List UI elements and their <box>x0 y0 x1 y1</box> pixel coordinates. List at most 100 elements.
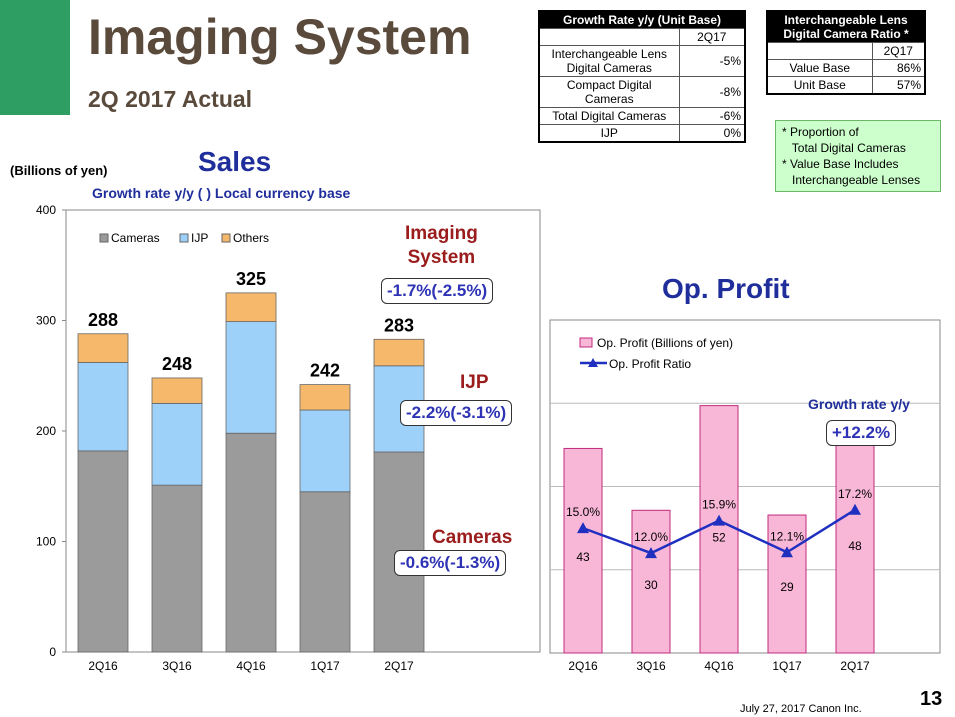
legend-label: Cameras <box>111 231 160 245</box>
page-number: 13 <box>920 688 943 710</box>
legend-swatch <box>221 233 231 243</box>
op-profit-title: Op. Profit <box>662 273 790 304</box>
bar-total-label: 325 <box>236 269 266 289</box>
x-tick-label: 2Q17 <box>840 659 870 673</box>
bar-segment-cameras <box>77 450 129 653</box>
op-profit-bar <box>767 514 807 654</box>
op-profit-value-label: 29 <box>780 580 794 594</box>
growth-row-label: Interchangeable Lens Digital Cameras <box>538 45 680 77</box>
bar-segment-ijp <box>77 362 129 452</box>
ijp-label: IJP <box>460 372 489 393</box>
legend-label: IJP <box>191 231 208 245</box>
note-line: * Proportion of <box>782 125 859 139</box>
growth-row-value: -5% <box>678 45 746 77</box>
growth-row-value: 0% <box>678 124 746 143</box>
growth-table-period: 2Q17 <box>678 28 746 46</box>
op-profit-bar <box>699 405 739 654</box>
bar-segment-others <box>373 338 425 367</box>
footer-date: July 27, 2017 Canon Inc. <box>740 703 862 715</box>
cameras-label: Cameras <box>432 527 513 548</box>
growth-row-label: Compact Digital Cameras <box>538 76 680 108</box>
bar-segment-ijp <box>299 409 351 493</box>
ijp-growth-callout: -2.2%(-3.1%) <box>400 400 513 426</box>
growth-row-label: IJP <box>538 124 680 143</box>
x-tick-label: 1Q17 <box>310 659 340 673</box>
lens-ratio-table: Interchangeable Lens Digital Camera Ratio… <box>766 10 926 95</box>
op-profit-ratio-label: 12.1% <box>770 529 804 543</box>
footnote-box: * Proportion of Total Digital Cameras * … <box>775 120 941 192</box>
page-subtitle: 2Q 2017 Actual <box>88 86 253 112</box>
bar-segment-others <box>77 333 129 363</box>
op-profit-value-label: 48 <box>848 539 862 553</box>
op-profit-ratio-marker <box>849 503 861 515</box>
legend-marker <box>588 358 598 367</box>
op-profit-ratio-marker <box>645 547 657 559</box>
op-profit-value-label: 52 <box>712 531 726 545</box>
op-profit-bar <box>835 424 875 654</box>
legend-swatch <box>179 233 189 243</box>
x-tick-label: 2Q16 <box>568 659 598 673</box>
imaging-growth-callout: -1.7%(-2.5%) <box>381 278 494 304</box>
cameras-growth-callout: -0.6%(-1.3%) <box>394 550 507 576</box>
bar-total-label: 288 <box>88 310 118 330</box>
ratio-table-title: Interchangeable Lens Digital Camera Ratio… <box>766 10 926 43</box>
x-tick-label: 2Q17 <box>384 659 414 673</box>
profit-growth-label: Growth rate y/y <box>808 396 910 412</box>
op-profit-ratio-label: 15.0% <box>566 505 600 519</box>
bar-segment-others <box>225 292 277 323</box>
y-tick-label: 100 <box>36 535 56 549</box>
op-profit-ratio-marker <box>577 522 589 534</box>
growth-rate-table: Growth Rate y/y (Unit Base) 2Q17 Interch… <box>538 10 746 143</box>
x-tick-label: 3Q16 <box>636 659 666 673</box>
growth-row-label: Total Digital Cameras <box>538 107 680 125</box>
growth-row-value: -6% <box>678 107 746 125</box>
ratio-table-blank <box>766 42 873 60</box>
sales-chart: 0 100 200 300 400 288 2Q16 248 3Q16 325 4Q16 242 1Q1… <box>36 203 541 673</box>
legend-label: Op. Profit (Billions of yen) <box>597 336 733 350</box>
bar-segment-cameras <box>299 491 351 653</box>
x-tick-label: 1Q17 <box>772 659 802 673</box>
note-line: Total Digital Cameras <box>782 141 906 155</box>
note-line: * Value Base Includes <box>782 157 899 171</box>
bar-segment-ijp <box>225 321 277 434</box>
op-profit-ratio-marker <box>781 546 793 558</box>
y-tick-label: 200 <box>36 424 56 438</box>
op-profit-ratio-label: 17.2% <box>838 487 872 501</box>
bar-segment-cameras <box>225 432 277 653</box>
ratio-row-label: Value Base <box>766 59 873 77</box>
op-profit-ratio-label: 15.9% <box>702 498 736 512</box>
sales-growth-note: Growth rate y/y ( ) Local currency base <box>92 185 351 201</box>
bar-segment-others <box>151 377 203 404</box>
legend-label: Others <box>233 231 269 245</box>
bar-total-label: 242 <box>310 361 340 381</box>
imaging-system-label: Imaging System <box>405 223 478 268</box>
op-profit-value-label: 43 <box>576 550 590 564</box>
bar-total-label: 248 <box>162 354 192 374</box>
title-accent-bar <box>0 0 70 115</box>
ratio-row-value: 86% <box>871 59 926 77</box>
ratio-row-label: Unit Base <box>766 76 873 95</box>
note-line: Interchangeable Lenses <box>782 173 921 187</box>
op-profit-bar <box>563 447 603 654</box>
legend-label: Op. Profit Ratio <box>609 357 691 371</box>
legend-swatch <box>99 233 109 243</box>
op-profit-ratio-marker <box>713 514 725 526</box>
growth-row-value: -8% <box>678 76 746 108</box>
bar-segment-ijp <box>151 402 203 486</box>
ratio-table-period: 2Q17 <box>871 42 926 60</box>
legend-swatch <box>579 337 593 348</box>
sales-title: Sales <box>198 146 272 177</box>
bar-total-label: 283 <box>384 315 414 335</box>
page-title: Imaging System <box>88 9 472 65</box>
op-profit-value-label: 30 <box>644 578 658 592</box>
x-tick-label: 4Q16 <box>704 659 734 673</box>
bar-segment-others <box>299 384 351 411</box>
bar-segment-cameras <box>151 484 203 653</box>
op-profit-ratio-label: 12.0% <box>634 530 668 544</box>
growth-table-title: Growth Rate y/y (Unit Base) <box>538 10 746 29</box>
x-tick-label: 4Q16 <box>236 659 266 673</box>
op-profit-bar <box>631 509 671 654</box>
y-tick-label: 0 <box>49 645 56 659</box>
y-tick-label: 300 <box>36 314 56 328</box>
y-tick-label: 400 <box>36 203 56 217</box>
